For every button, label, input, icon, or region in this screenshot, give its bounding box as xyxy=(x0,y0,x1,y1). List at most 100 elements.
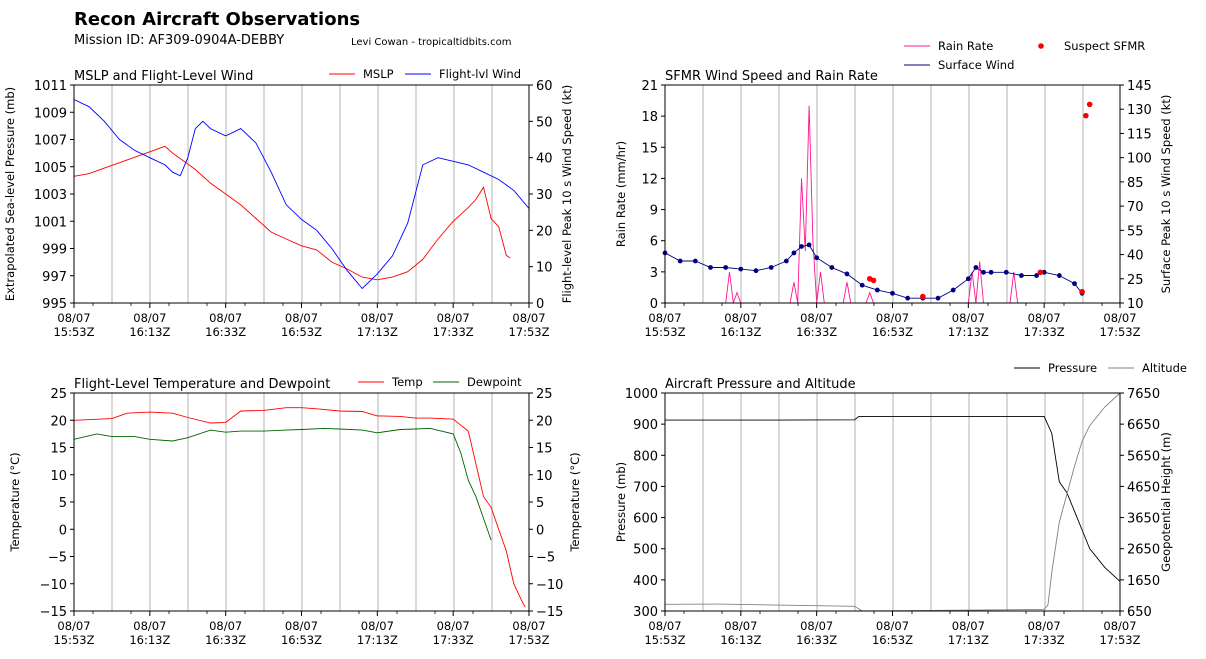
y-tick-label: 20 xyxy=(50,414,67,429)
x-tick-time: 17:53Z xyxy=(508,633,549,647)
x-tick-date: 08/07 xyxy=(1103,311,1136,325)
suspect-sfmr-point xyxy=(1037,269,1044,276)
x-tick-time: 16:53Z xyxy=(281,633,322,647)
y-tick-label: 3 xyxy=(650,266,658,281)
x-tick-time: 17:33Z xyxy=(1024,325,1065,339)
x-tick-date: 08/07 xyxy=(437,311,470,325)
y-tick-label: 15 xyxy=(50,442,67,457)
y-tick-label: 600 xyxy=(633,512,658,527)
x-tick-date: 08/07 xyxy=(648,619,681,633)
x-tick-time: 16:33Z xyxy=(205,325,246,339)
y2-tick-label: 1650 xyxy=(1127,574,1160,589)
x-tick-date: 08/07 xyxy=(361,619,394,633)
y2-tick-label: 0 xyxy=(536,523,544,538)
y-tick-label: −15 xyxy=(40,605,67,620)
surface-wind-point xyxy=(950,287,956,293)
surface-wind-point xyxy=(806,242,812,248)
surface-wind-point xyxy=(1056,273,1062,278)
x-tick-time: 16:13Z xyxy=(720,633,761,647)
y2-tick-label: 115 xyxy=(1127,127,1152,142)
legend-altitude-label: Altitude xyxy=(1142,361,1187,375)
surface-wind-point xyxy=(973,265,979,270)
surface-wind-point xyxy=(988,269,994,275)
surface-wind-point xyxy=(905,295,911,301)
y-tick-label: 5 xyxy=(59,496,67,511)
surface-wind-point xyxy=(1072,281,1077,287)
y-tick-label: 12 xyxy=(641,172,658,187)
y-axis-label: Extrapolated Sea-level Pressure (mb) xyxy=(3,87,17,301)
surface-wind-point xyxy=(1041,269,1047,275)
x-tick-time: 17:53Z xyxy=(1099,633,1140,647)
surface-wind-point xyxy=(677,258,683,264)
y2-tick-label: 3650 xyxy=(1127,512,1160,527)
y-tick-label: 0 xyxy=(59,523,67,538)
surface-wind-point xyxy=(723,265,729,270)
y-tick-label: 15 xyxy=(641,141,658,156)
y-tick-label: 999 xyxy=(42,243,67,258)
surface-wind-point xyxy=(890,290,895,296)
x-tick-time: 15:53Z xyxy=(53,633,94,647)
y2-tick-label: 40 xyxy=(536,152,553,167)
x-tick-time: 15:53Z xyxy=(644,633,685,647)
y-tick-label: 9 xyxy=(650,204,658,219)
x-tick-time: 15:53Z xyxy=(53,325,94,339)
legend-dewpoint-label: Dewpoint xyxy=(467,375,522,389)
suspect-sfmr-point xyxy=(1086,101,1093,108)
y-tick-label: 995 xyxy=(42,297,67,312)
y2-tick-label: 0 xyxy=(536,297,544,312)
x-tick-date: 08/07 xyxy=(952,619,985,633)
y2-tick-label: 2650 xyxy=(1127,543,1160,558)
y2-tick-label: −5 xyxy=(536,551,555,566)
x-tick-date: 08/07 xyxy=(437,619,470,633)
legend-flight-wind-label: Flight-lvl Wind xyxy=(439,67,521,81)
x-tick-date: 08/07 xyxy=(800,619,833,633)
surface-wind-point xyxy=(1034,273,1039,278)
x-tick-time: 16:33Z xyxy=(796,633,837,647)
y-axis-label: Pressure (mb) xyxy=(614,462,628,542)
y-axis-label: Temperature (°C) xyxy=(8,452,22,552)
surface-wind-point xyxy=(768,265,774,270)
plot-frame xyxy=(73,84,530,304)
x-tick-time: 17:13Z xyxy=(357,633,398,647)
x-tick-date: 08/07 xyxy=(724,619,757,633)
x-tick-time: 16:53Z xyxy=(872,325,913,339)
y2-tick-label: 650 xyxy=(1127,605,1152,620)
y2-tick-label: 85 xyxy=(1127,176,1144,191)
surface-wind-point xyxy=(874,287,880,293)
panel-title: SFMR Wind Speed and Rain Rate xyxy=(665,69,878,84)
y2-tick-label: −15 xyxy=(536,605,563,620)
y2-axis-label: Temperature (°C) xyxy=(568,452,582,552)
x-tick-time: 16:53Z xyxy=(872,633,913,647)
series-line-altitude xyxy=(664,392,1121,612)
y-axis-label: Rain Rate (mm/hr) xyxy=(614,141,628,247)
x-tick-time: 16:13Z xyxy=(129,633,170,647)
y-tick-label: −5 xyxy=(48,551,67,566)
y-tick-label: 1009 xyxy=(34,106,67,121)
x-tick-date: 08/07 xyxy=(648,311,681,325)
y2-tick-label: 130 xyxy=(1127,103,1152,118)
panel-title: MSLP and Flight-Level Wind xyxy=(74,69,253,84)
surface-wind-point xyxy=(965,276,971,282)
y-tick-label: 300 xyxy=(633,605,658,620)
legend-mslp-label: MSLP xyxy=(363,67,394,81)
x-tick-date: 08/07 xyxy=(512,619,545,633)
y2-tick-label: 15 xyxy=(536,442,553,457)
surface-wind-point xyxy=(783,258,789,264)
surface-wind-point xyxy=(981,269,986,275)
y-tick-label: 18 xyxy=(641,110,658,125)
x-tick-date: 08/07 xyxy=(285,619,318,633)
series-line-mslp xyxy=(73,145,511,281)
x-tick-date: 08/07 xyxy=(1103,619,1136,633)
x-tick-date: 08/07 xyxy=(1028,311,1061,325)
series-line-dewpoint xyxy=(73,427,492,541)
y2-tick-label: 10 xyxy=(536,469,553,484)
surface-wind-point xyxy=(829,265,835,270)
x-tick-date: 08/07 xyxy=(952,311,985,325)
panel-title: Flight-Level Temperature and Dewpoint xyxy=(74,377,330,392)
surface-wind-point xyxy=(1003,269,1009,275)
x-tick-date: 08/07 xyxy=(800,311,833,325)
surface-wind-point xyxy=(935,295,941,301)
x-tick-time: 16:13Z xyxy=(720,325,761,339)
x-tick-time: 16:33Z xyxy=(205,633,246,647)
